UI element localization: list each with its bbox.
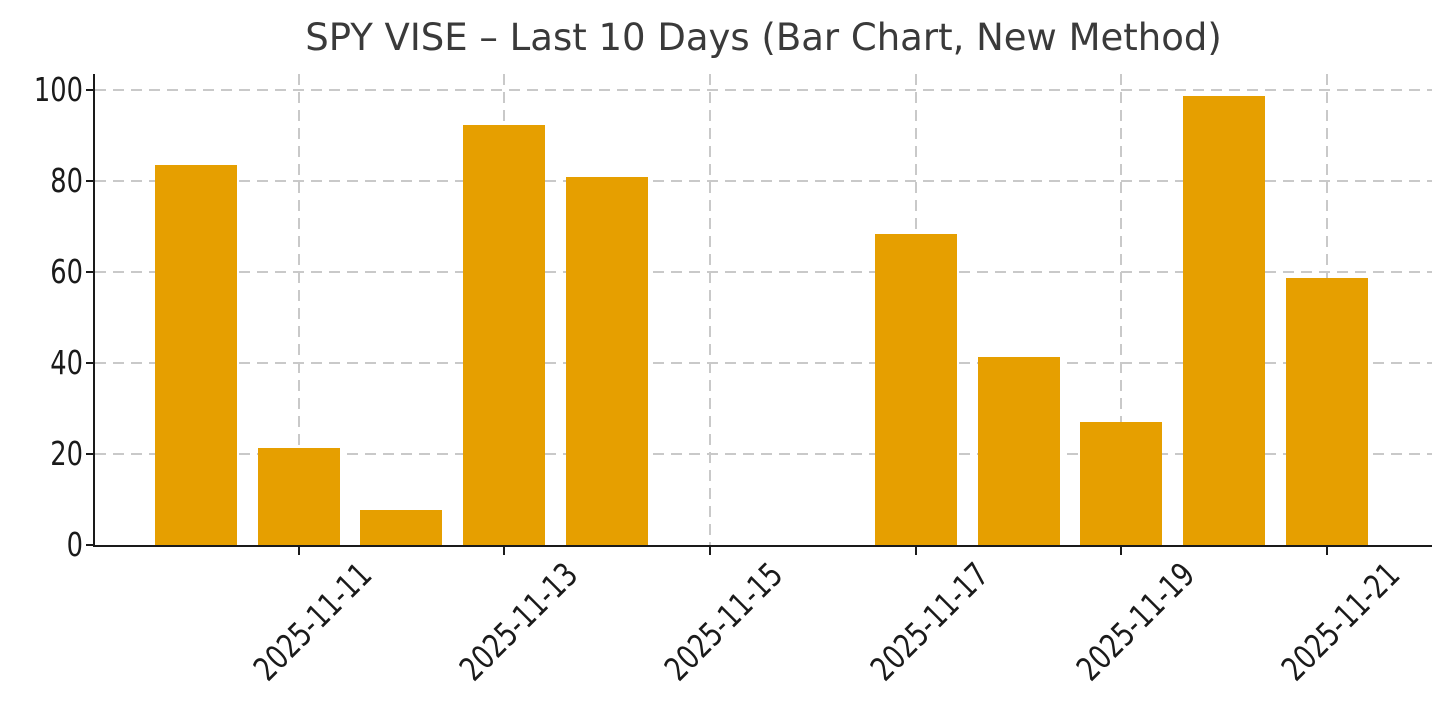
- x-axis-spine: [93, 545, 1432, 547]
- y-tick-label: 100: [33, 69, 83, 109]
- x-tick-label: 2025-11-21: [1274, 554, 1408, 689]
- y-tick-mark: [86, 270, 93, 273]
- y-tick-label: 20: [50, 433, 83, 473]
- y-tick-label: 0: [66, 525, 83, 564]
- y-tick-label: 80: [50, 160, 83, 200]
- horizontal-gridline: [95, 361, 1432, 364]
- vertical-gridline: [709, 74, 712, 545]
- bar: [463, 124, 546, 545]
- horizontal-gridline: [95, 270, 1432, 273]
- y-tick-mark: [86, 88, 93, 91]
- plot-area: [86, 74, 1432, 555]
- x-tick-mark: [297, 547, 300, 555]
- bar: [257, 448, 340, 545]
- x-tick-mark: [1326, 547, 1329, 555]
- x-tick-mark: [709, 547, 712, 555]
- bar: [360, 509, 443, 545]
- bar: [566, 176, 649, 545]
- x-tick-mark: [1120, 547, 1123, 555]
- horizontal-gridline: [95, 453, 1432, 455]
- horizontal-gridline: [95, 88, 1432, 91]
- bar: [1286, 278, 1369, 545]
- vertical-gridline: [297, 74, 300, 545]
- horizontal-gridline: [95, 179, 1432, 182]
- y-tick-label: 60: [50, 251, 83, 291]
- x-tick-label: 2025-11-13: [451, 554, 585, 689]
- chart-title: SPY VISE – Last 10 Days (Bar Chart, New …: [305, 16, 1222, 59]
- y-tick-mark: [86, 453, 93, 455]
- y-tick-mark: [86, 544, 93, 546]
- bar: [1080, 422, 1163, 545]
- bar: [154, 164, 237, 545]
- x-tick-label: 2025-11-17: [862, 554, 997, 689]
- x-tick-label: 2025-11-19: [1068, 554, 1202, 689]
- x-tick-label: 2025-11-15: [657, 554, 791, 689]
- x-tick-label: 2025-11-11: [245, 554, 380, 689]
- y-axis-spine: [93, 74, 95, 547]
- x-tick-mark: [914, 547, 917, 555]
- y-tick-mark: [86, 361, 93, 364]
- y-tick-mark: [86, 179, 93, 182]
- bar: [874, 233, 957, 545]
- vertical-gridline: [1120, 74, 1123, 545]
- y-tick-label: 40: [50, 342, 83, 382]
- bar: [977, 357, 1060, 545]
- x-tick-mark: [503, 547, 506, 555]
- bar: [1183, 96, 1266, 545]
